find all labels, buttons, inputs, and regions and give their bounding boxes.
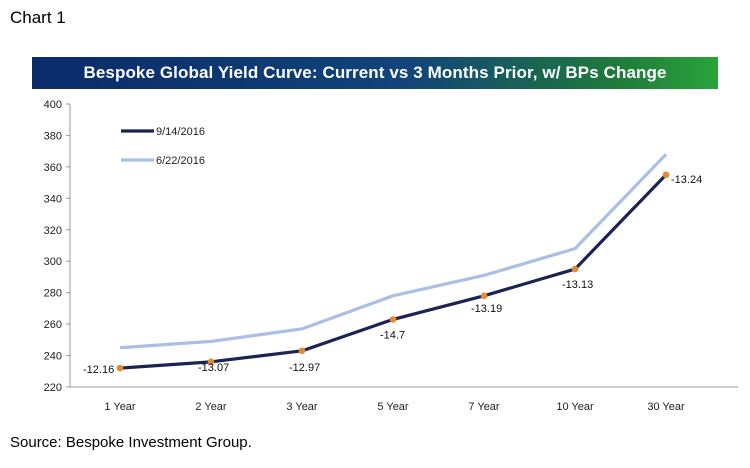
y-tick-label: 300 [44,256,62,268]
y-tick-label: 320 [44,225,62,237]
data-point-marker [571,265,579,273]
y-tick-label: 380 [44,130,62,142]
y-tick-label: 280 [44,288,62,300]
x-tick-label: 5 Year [377,401,409,413]
chart-title: Bespoke Global Yield Curve: Current vs 3… [83,63,667,82]
y-tick-label: 240 [44,351,62,363]
series-line-prior [119,153,668,350]
data-point-marker [389,316,397,323]
x-tick-label: 30 Year [647,401,685,413]
y-tick-label: 260 [44,319,62,331]
x-tick-label: 3 Year [286,401,318,413]
change-data-label: -13.07 [198,362,229,374]
data-point-marker [480,292,488,300]
y-tick-label: 220 [44,382,62,394]
change-data-label: -12.16 [83,364,114,376]
chart-markers [116,171,670,372]
x-tick-label: 10 Year [556,401,594,413]
data-point-marker [298,347,306,355]
data-point-marker [116,364,124,372]
data-point-marker [662,171,670,179]
chart-legend: 9/14/2016 6/22/2016 [121,126,205,167]
chart-data-labels: -12.16 -13.07 -12.97 -14.7 -13.19 -13.13 -13.2… [83,174,702,376]
change-data-label: -14.7 [380,329,405,341]
legend-label-current: 9/14/2016 [156,126,205,138]
x-tick-label: 1 Year [104,401,136,413]
chart-axes: 220 240 260 280 300 320 340 360 380 400 1 Year 2 Ye… [44,99,738,413]
y-tick-label: 360 [44,162,62,174]
x-tick-label: 7 Year [468,401,500,413]
legend-label-prior: 6/22/2016 [156,155,205,167]
x-tick-label: 2 Year [195,401,227,413]
chart-number-label: Chart 1 [10,8,66,27]
change-data-label: -13.24 [671,174,702,186]
y-tick-label: 340 [44,193,62,205]
change-data-label: -13.19 [471,303,502,315]
change-data-label: -13.13 [562,279,593,291]
data-point-marker [207,358,215,366]
title-banner: Bespoke Global Yield Curve: Current vs 3… [32,57,718,89]
y-tick-label: 400 [44,99,62,111]
source-note: Source: Bespoke Investment Group. [10,434,252,451]
change-data-label: -12.97 [289,362,320,374]
